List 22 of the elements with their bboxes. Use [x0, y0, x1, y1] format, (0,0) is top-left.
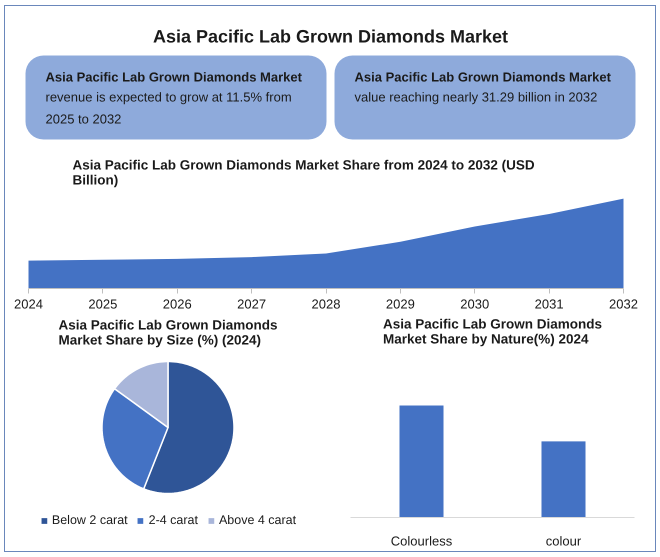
chart-title: Asia Pacific Lab Grown Diamonds Market Share from 2024 to 2032 (USD Billion)	[72, 158, 535, 188]
x-tick-label: 2026	[162, 296, 192, 312]
text: Asia Pacific Lab Grown Diamonds Market	[354, 70, 612, 84]
legend-label: Above 4 carat	[218, 513, 296, 527]
x-tick-label: 2025	[88, 296, 118, 312]
x-tick-label: 2029	[386, 296, 415, 312]
chart-title: Asia Pacific Lab Grown Diamonds Market Share by Nature(%) 2024	[382, 316, 602, 346]
x-tick-label: Colourless	[390, 534, 453, 548]
x-tick-label: 2032	[609, 296, 638, 312]
x-tick-label: 2027	[237, 296, 266, 312]
text: Asia Pacific Lab Grown Diamonds Market	[46, 70, 303, 84]
x-tick-label: 2024	[14, 296, 43, 312]
text: revenue is expected to grow at 11.5% from 2025 to 2032	[46, 90, 292, 126]
text: Asia Pacific Lab Grown Diamonds Market	[152, 26, 508, 46]
x-tick-label: 2030	[460, 296, 490, 312]
chart-title: Asia Pacific Lab Grown Diamonds Market Share by Size (%) (2024)	[58, 318, 278, 348]
x-tick-label: 2031	[534, 296, 564, 312]
text: value reaching nearly 31.29 billion in 2032	[354, 90, 598, 104]
x-tick-label: 2028	[312, 296, 340, 312]
x-tick-label: colour	[546, 534, 582, 548]
legend-label: Below 2 carat	[52, 513, 128, 527]
legend-label: 2-4 carat	[148, 513, 198, 527]
